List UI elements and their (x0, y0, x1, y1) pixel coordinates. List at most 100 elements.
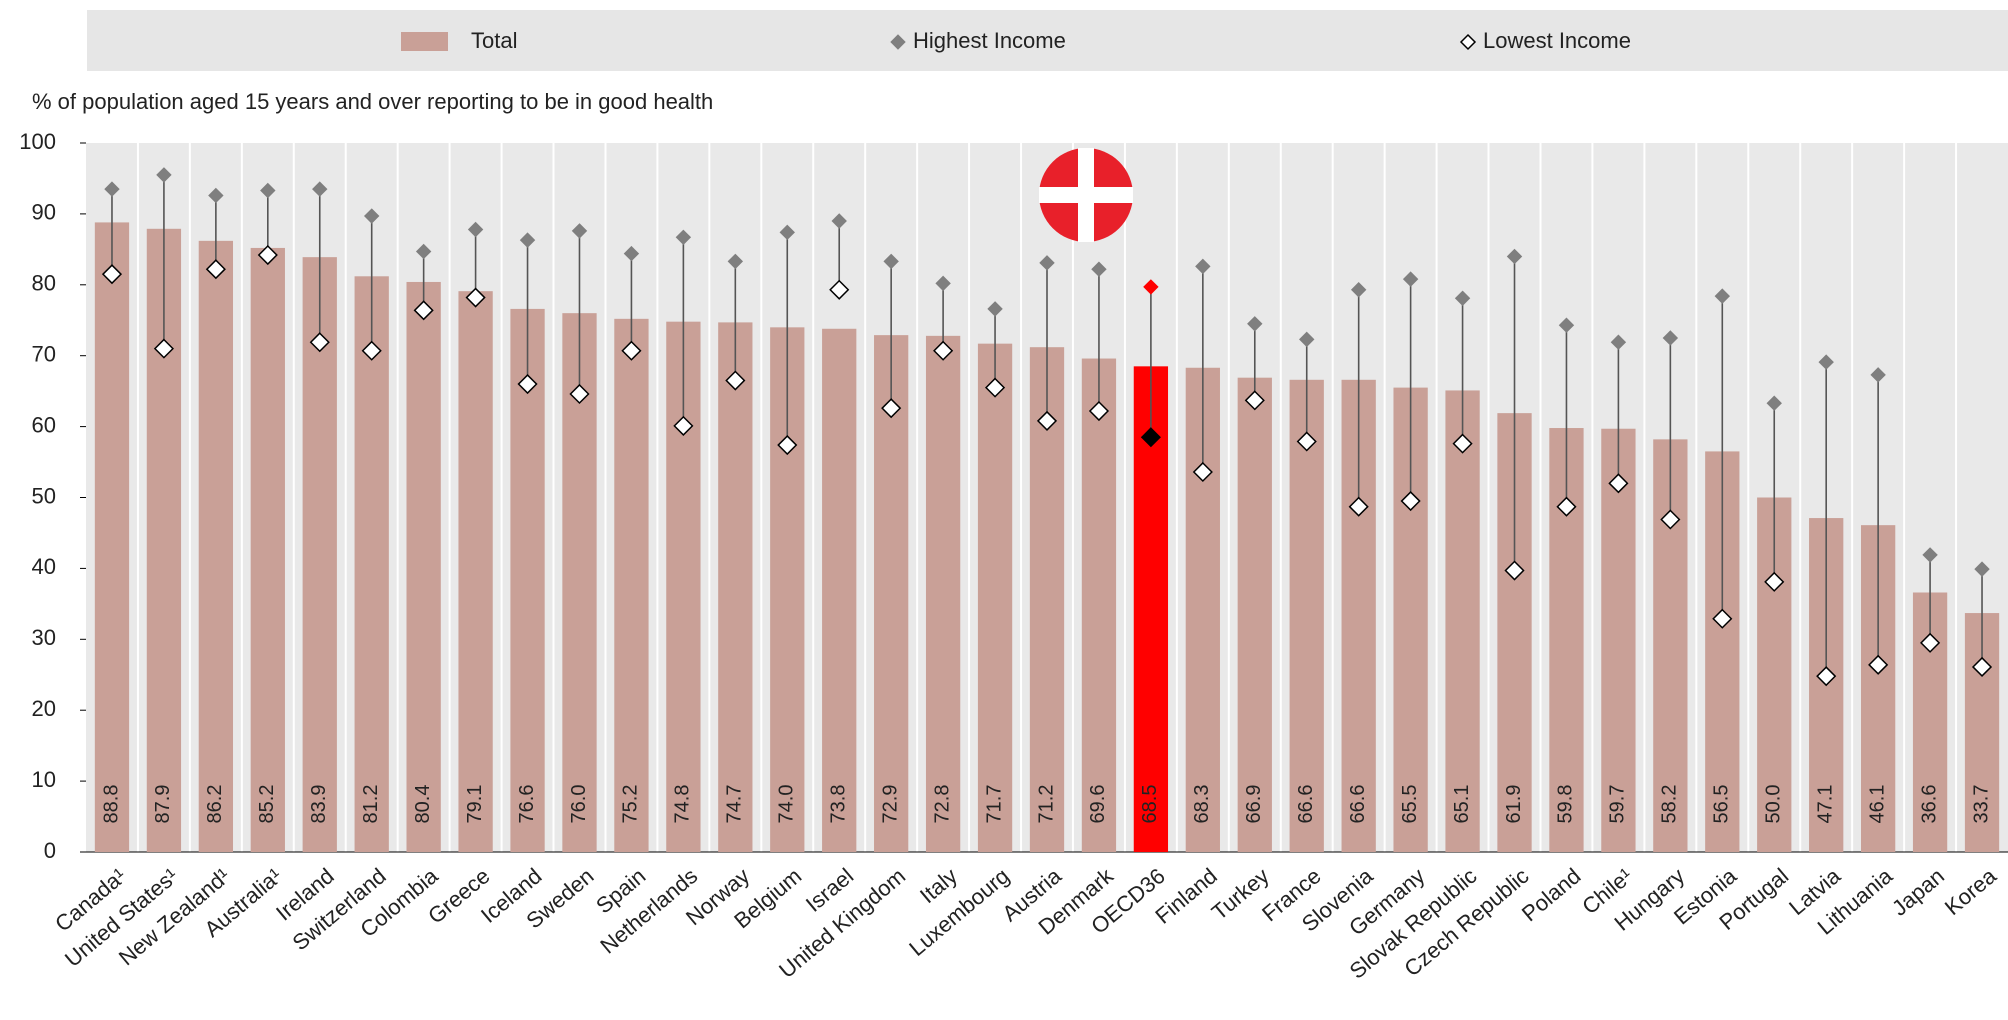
highest-marker (727, 253, 744, 270)
y-tick-label: 40 (32, 554, 56, 579)
bar (1081, 358, 1117, 852)
lowest-marker (1816, 666, 1837, 687)
lowest-marker (205, 259, 226, 280)
bar (354, 276, 389, 852)
y-tick-label: 60 (32, 412, 56, 437)
bar (250, 247, 285, 852)
lowest-marker (1036, 410, 1058, 431)
highest-marker (883, 253, 899, 270)
value-label: 66.6 (1295, 785, 1317, 824)
lowest-marker (101, 264, 123, 285)
value-label: 76.0 (568, 785, 590, 824)
lowest-marker (984, 377, 1006, 398)
bar (458, 291, 493, 852)
highest-marker (104, 181, 120, 197)
value-label: 87.9 (152, 785, 174, 824)
value-label: 33.7 (1970, 785, 1992, 824)
highest-marker (1506, 248, 1523, 265)
highest-marker (1922, 547, 1938, 563)
value-label: 56.5 (1711, 785, 1733, 824)
highest-marker (519, 232, 536, 248)
value-label: 65.1 (1451, 785, 1473, 824)
bar (198, 240, 234, 853)
lowest-marker (1920, 632, 1941, 653)
highest-marker (156, 167, 172, 183)
y-tick-label: 50 (32, 483, 56, 508)
highest-marker (1714, 288, 1731, 304)
value-label: 86.2 (204, 785, 226, 824)
highest-marker (1558, 317, 1575, 333)
lowest-marker (1088, 400, 1110, 422)
highest-marker (467, 221, 484, 238)
lowest-marker (1660, 509, 1681, 530)
highest-marker (831, 213, 847, 229)
value-label: 65.5 (1399, 785, 1421, 824)
value-label: 72.8 (931, 785, 953, 824)
lowest-marker (257, 244, 278, 266)
value-label: 58.2 (1659, 785, 1681, 824)
legend-swatch (401, 32, 448, 51)
lowest-marker (1556, 496, 1577, 517)
bar (1289, 379, 1324, 852)
y-tick-label: 70 (32, 342, 56, 367)
lowest-marker (1296, 431, 1317, 452)
lowest-marker (1244, 390, 1265, 411)
bar (302, 257, 337, 852)
lowest-marker (517, 373, 538, 395)
highest-marker (1662, 330, 1679, 346)
value-label: 83.9 (308, 785, 330, 824)
highest-marker (1143, 279, 1159, 295)
bar (925, 335, 961, 852)
lowest-marker (1400, 490, 1421, 512)
x-tick-label: Luxembourg (904, 863, 1014, 961)
value-label: 88.8 (100, 785, 122, 824)
lowest-marker (1348, 496, 1369, 517)
lowest-marker (1192, 461, 1213, 483)
value-label: 59.7 (1607, 785, 1629, 824)
value-label: 76.6 (516, 785, 538, 824)
value-label: 46.1 (1866, 785, 1888, 824)
lowest-marker (1140, 427, 1161, 448)
legend-marker (890, 34, 906, 50)
highest-marker (1091, 261, 1107, 277)
lowest-marker (1764, 571, 1785, 592)
y-tick-label: 20 (32, 696, 56, 721)
y-tick-label: 100 (19, 129, 56, 154)
highest-marker (1195, 258, 1211, 275)
bar (718, 322, 753, 852)
highest-marker (1974, 561, 1990, 577)
subtitle: % of population aged 15 years and over r… (32, 89, 713, 114)
lowest-marker (1608, 473, 1629, 494)
highest-marker (571, 223, 588, 239)
value-label: 47.1 (1814, 785, 1836, 824)
lowest-marker (1971, 656, 1993, 678)
lowest-marker (1712, 608, 1733, 629)
value-label: 81.2 (360, 785, 382, 824)
highest-marker (1610, 334, 1627, 350)
legend: Total Highest Income Lowest Income (401, 28, 1631, 53)
value-label: 68.5 (1139, 785, 1161, 824)
lowest-marker (465, 287, 486, 308)
value-label: 68.3 (1191, 785, 1213, 824)
lowest-marker (621, 340, 642, 361)
highest-marker (1402, 271, 1419, 287)
highest-marker (623, 245, 640, 262)
value-label: 74.0 (776, 785, 798, 824)
value-label: 36.6 (1918, 785, 1940, 824)
highest-marker (1454, 290, 1471, 306)
highest-marker (1766, 395, 1782, 411)
value-label: 80.4 (412, 785, 434, 824)
legend-marker (1459, 33, 1477, 51)
highest-marker (1870, 367, 1886, 383)
bar (977, 343, 1013, 852)
value-label: 79.1 (464, 785, 486, 824)
highest-marker (779, 224, 795, 241)
value-label: 75.2 (620, 785, 642, 824)
value-label: 61.9 (1503, 785, 1525, 824)
legend-label: Lowest Income (1483, 28, 1631, 53)
highest-marker (260, 182, 276, 199)
value-label: 66.6 (1347, 785, 1369, 824)
lowest-marker (829, 279, 850, 300)
bar (510, 308, 545, 852)
